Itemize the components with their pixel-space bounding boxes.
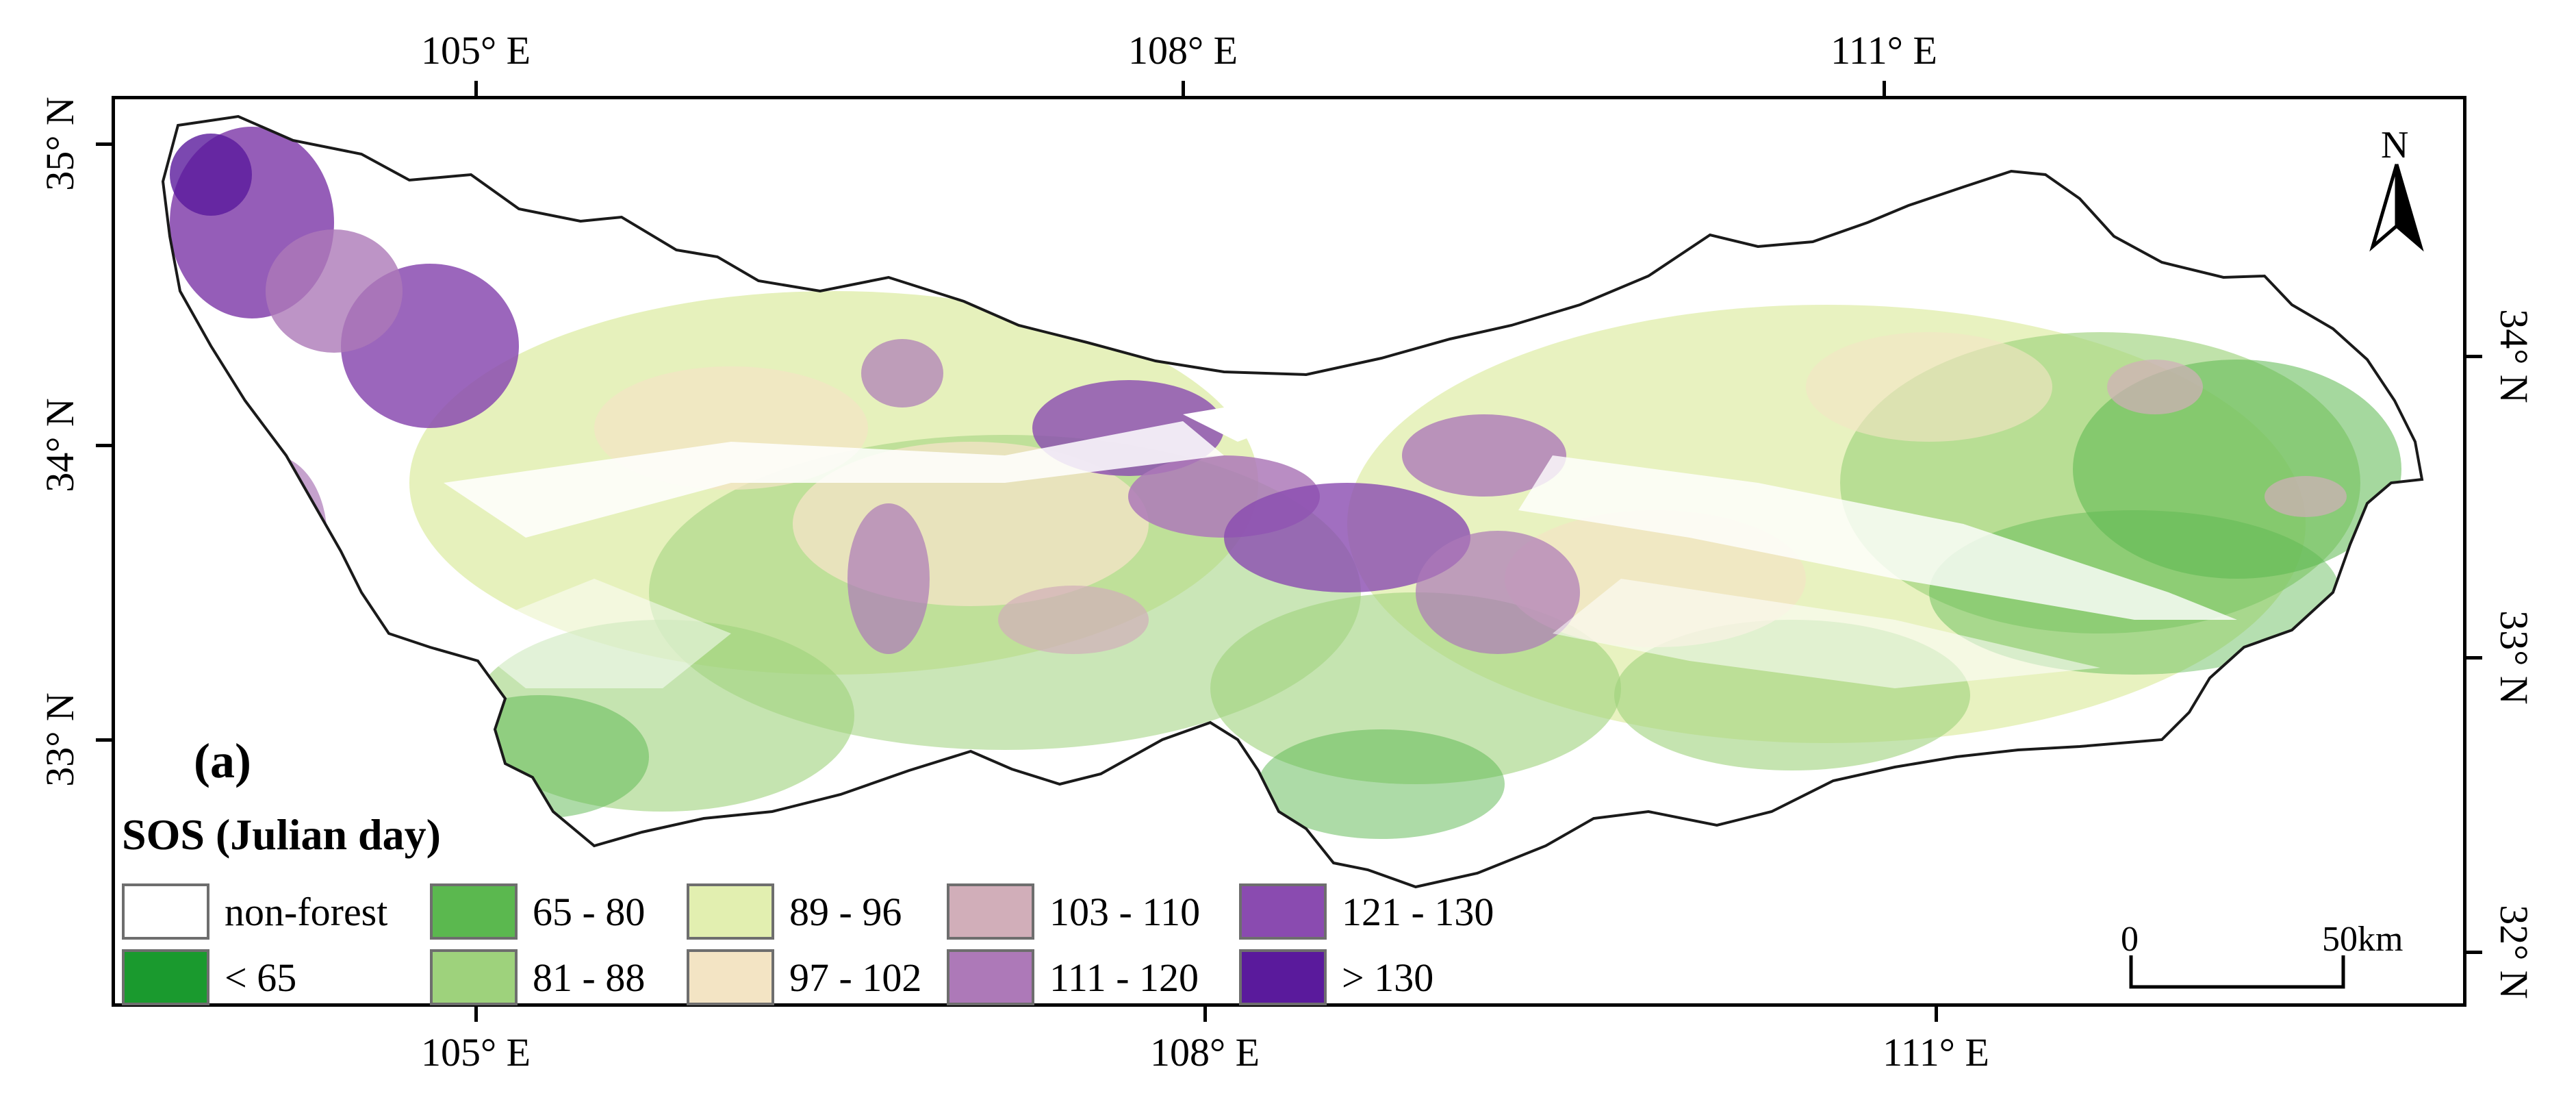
legend-item-103-110: 103 - 110	[947, 883, 1200, 940]
legend-label: non-forest	[225, 889, 388, 934]
bottom-tick-111	[1935, 1005, 1938, 1022]
legend-label: 65 - 80	[533, 889, 646, 934]
legend-swatch	[947, 883, 1034, 940]
top-lon-label-111: 111° E	[1831, 28, 1937, 73]
legend-swatch	[687, 883, 774, 940]
legend-swatch	[122, 883, 209, 940]
legend-swatch	[430, 949, 518, 1005]
legend-swatch	[1239, 949, 1327, 1005]
study-area-boundary	[161, 114, 2424, 889]
legend-item-65-80: 65 - 80	[430, 883, 645, 940]
legend-title: SOS (Julian day)	[122, 810, 441, 859]
right-tick-34	[2466, 355, 2482, 358]
legend-item-121-130: 121 - 130	[1239, 883, 1494, 940]
scale-end-label: 50km	[2322, 920, 2403, 959]
north-arrow-icon	[2369, 164, 2424, 252]
top-tick-105	[474, 81, 478, 97]
legend-item-97-102: 97 - 102	[687, 949, 921, 1006]
right-lat-label-33: 33° N	[2492, 610, 2536, 705]
left-lat-label-34: 34° N	[38, 398, 82, 492]
legend-item-111-120: 111 - 120	[947, 949, 1199, 1006]
legend-item-lt-65: < 65	[122, 949, 296, 1006]
top-lon-label-108: 108° E	[1127, 28, 1238, 73]
legend-swatch	[687, 949, 774, 1005]
left-tick-34	[96, 444, 112, 447]
legend-label: 121 - 130	[1342, 889, 1494, 934]
right-lat-label-34: 34° N	[2492, 309, 2536, 403]
legend-item-gt-130: > 130	[1239, 949, 1433, 1006]
legend-label: > 130	[1342, 955, 1434, 1000]
legend-item-81-88: 81 - 88	[430, 949, 645, 1006]
scale-start-label: 0	[2121, 920, 2139, 959]
legend-label: < 65	[225, 955, 297, 1000]
legend-label: 111 - 120	[1049, 955, 1199, 1000]
panel-label: (a)	[194, 733, 251, 788]
bottom-tick-108	[1203, 1005, 1207, 1022]
left-tick-33	[96, 738, 112, 742]
sos-map	[161, 114, 2424, 889]
left-tick-35	[96, 142, 112, 146]
legend-label: 89 - 96	[789, 889, 902, 934]
bottom-lon-label-111: 111° E	[1883, 1030, 1989, 1075]
legend-label: 81 - 88	[533, 955, 646, 1000]
left-lat-label-33: 33° N	[38, 692, 82, 787]
map-frame	[112, 96, 2466, 1007]
bottom-tick-105	[474, 1005, 478, 1022]
legend-label: 97 - 102	[789, 955, 922, 1000]
top-tick-108	[1182, 81, 1185, 97]
legend-swatch	[122, 949, 209, 1005]
left-lat-label-35: 35° N	[38, 97, 82, 191]
right-lat-label-32: 32° N	[2492, 905, 2536, 999]
top-lon-label-105: 105° E	[420, 28, 531, 73]
legend-swatch	[947, 949, 1034, 1005]
legend-item-89-96: 89 - 96	[687, 883, 902, 940]
right-tick-33	[2466, 656, 2482, 660]
top-tick-111	[1883, 81, 1886, 97]
right-tick-32	[2466, 951, 2482, 954]
legend-swatch	[430, 883, 518, 940]
bottom-lon-label-105: 105° E	[420, 1030, 531, 1075]
scale-bar	[2129, 955, 2345, 989]
bottom-lon-label-108: 108° E	[1149, 1030, 1260, 1075]
legend-swatch	[1239, 883, 1327, 940]
north-label: N	[2381, 124, 2409, 166]
legend-item-non-forest: non-forest	[122, 883, 387, 940]
legend-label: 103 - 110	[1049, 889, 1201, 934]
